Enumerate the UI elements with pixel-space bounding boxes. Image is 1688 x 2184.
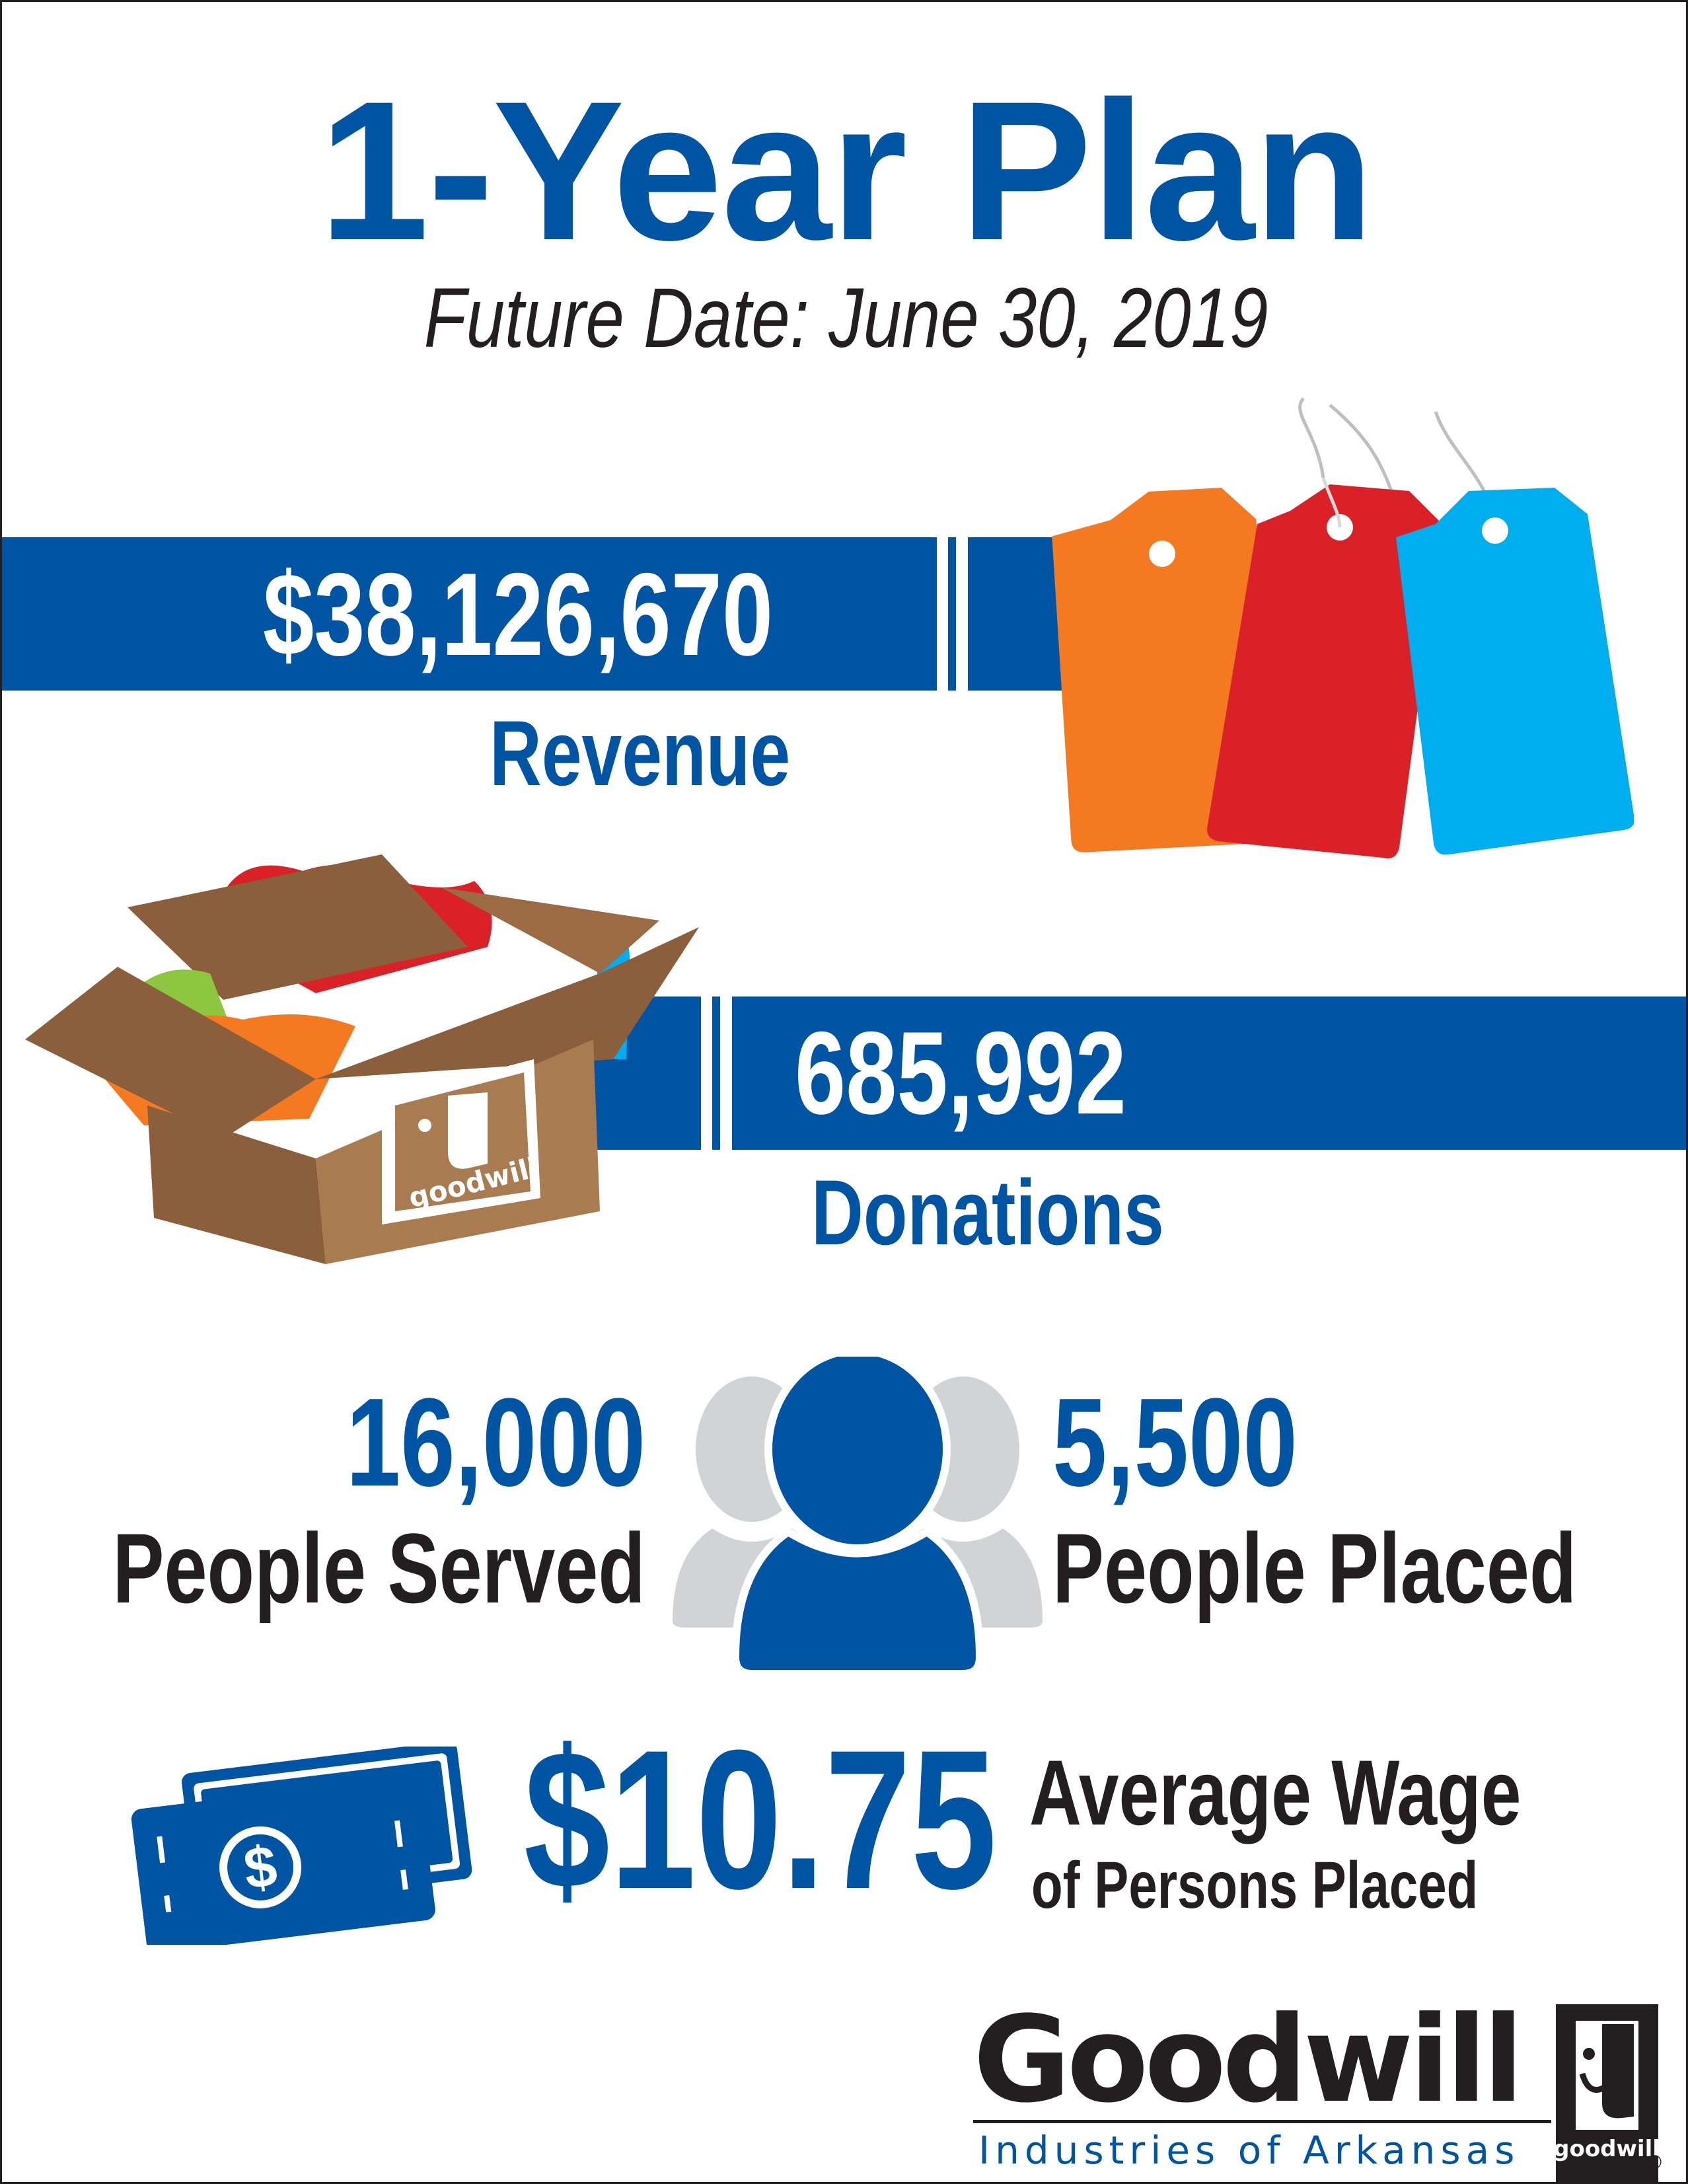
logo-underline xyxy=(973,2120,1551,2123)
page-subtitle: Future Date: June 30, 2019 xyxy=(423,271,1268,365)
donation-box-icon: goodwill xyxy=(25,854,699,1264)
wage-value: $10.75 xyxy=(524,1708,997,1930)
logo-tagline: Industries of Arkansas xyxy=(978,2128,1520,2173)
revenue-label: Revenue xyxy=(490,701,791,805)
people-placed-value: 5,500 xyxy=(1052,1373,1298,1513)
people-served-label: People Served xyxy=(112,1513,645,1624)
wage-label: Average Wage xyxy=(1029,1741,1522,1844)
blue-person-icon xyxy=(731,1357,984,1678)
logo-wordmark: Goodwill xyxy=(973,1991,1523,2129)
people-placed-label: People Placed xyxy=(1052,1513,1577,1624)
people-served-value: 16,000 xyxy=(346,1373,645,1513)
cyan-tag-icon xyxy=(1396,488,1634,855)
page-title: 1-Year Plan xyxy=(318,59,1375,282)
donations-value: 685,992 xyxy=(795,1007,1126,1139)
registered-mark: ® xyxy=(1647,2152,1662,2173)
people-icon xyxy=(673,1357,1043,1678)
wage-sublabel: of Persons Placed xyxy=(1031,1848,1479,1922)
donations-band xyxy=(732,997,1686,1150)
donations-band-stripe xyxy=(712,997,720,1150)
money-bills-icon: $ xyxy=(131,1747,472,1945)
dollar-sign-icon: $ xyxy=(240,1832,281,1901)
goodwill-mark-icon: goodwill xyxy=(1556,2004,1658,2182)
revenue-band xyxy=(2,537,937,691)
price-tags-icon xyxy=(1052,397,1634,858)
revenue-band-stripe xyxy=(948,537,956,691)
revenue-value: $38,126,670 xyxy=(263,548,774,680)
logo-mark-text: goodwill xyxy=(1556,2136,1658,2162)
donations-label: Donations xyxy=(811,1160,1164,1264)
